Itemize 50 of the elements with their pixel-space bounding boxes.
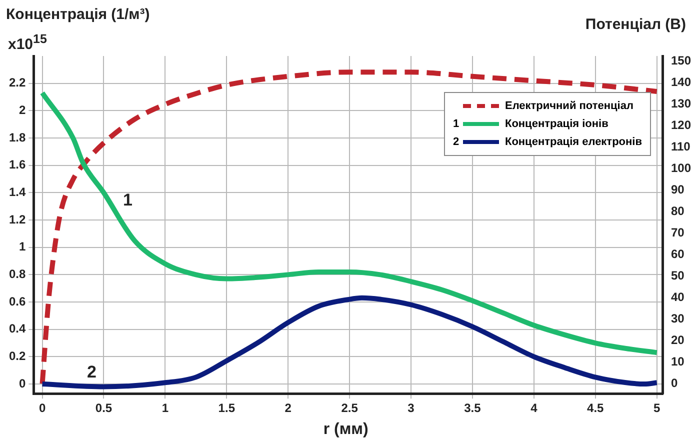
y-tick-label: 2.2 [8,76,26,90]
y2-tick-label: 60 [670,247,685,262]
y-tick-label: 0.4 [8,322,26,336]
x-tick-label: 5 [653,401,660,416]
y2-tick-label: 130 [670,96,692,111]
text: 1 [452,118,460,130]
y-tick-label: 1.8 [8,130,26,144]
text: 2 [452,136,460,148]
x-tick-label: 2 [284,401,292,416]
y2-tick-label: 40 [670,290,685,304]
x-tick-label: 0.5 [95,401,112,416]
y2-tick-label: 80 [670,204,685,218]
y2-tick-label: 150 [670,54,692,68]
y2-tick-label: 70 [670,226,685,240]
y2-tick-label: 120 [670,118,692,132]
y2-tick-label: 0 [670,376,678,390]
annotation: 1 [123,190,132,210]
y-tick-label: 1 [18,240,26,254]
y2-tick-label: 140 [670,75,692,90]
y2-tick-label: 110 [670,140,691,154]
y-tick-label: 1.6 [8,158,26,172]
y2-tick-label: 100 [670,161,692,176]
y-tick-label: 2 [18,102,26,117]
y2-tick-label: 50 [670,268,685,283]
x-tick-label: 1.5 [218,401,236,416]
y2-axis-title: Потенціал (В) [585,16,686,33]
x-tick-label: 4.5 [587,401,604,416]
x-tick-label: 2.5 [341,401,358,416]
x-tick-label: 1 [162,401,169,416]
y-tick-label: 1.2 [8,212,26,226]
y-tick-label: 1.4 [8,184,26,199]
y-tick-label: 0.6 [8,294,26,308]
y2-tick-label: 20 [670,333,685,348]
x-tick-label: 3 [408,401,415,416]
y-axis-title: Концентрація (1/м³) [6,6,150,23]
legend-label: Концентрація електронів [504,136,642,148]
y-tick-label: 0.8 [8,267,26,281]
y2-tick-label: 90 [670,182,685,197]
y2-tick-label: 30 [670,312,685,326]
y-tick-label: 0 [18,376,26,390]
legend-label: Електричний потенціал [504,100,634,112]
x-tick-label: 0 [38,401,46,416]
legend-label: Концентрація іонів [504,118,608,130]
x-tick-label: 4 [530,401,538,416]
y-tick-label: 0.2 [8,349,26,364]
text: x10$^{15}$ [8,32,47,53]
x-tick-label: 3.5 [464,401,482,416]
annotation: 2 [87,362,96,382]
x-axis-title: r (мм) [323,421,368,439]
y2-tick-label: 10 [670,354,685,369]
